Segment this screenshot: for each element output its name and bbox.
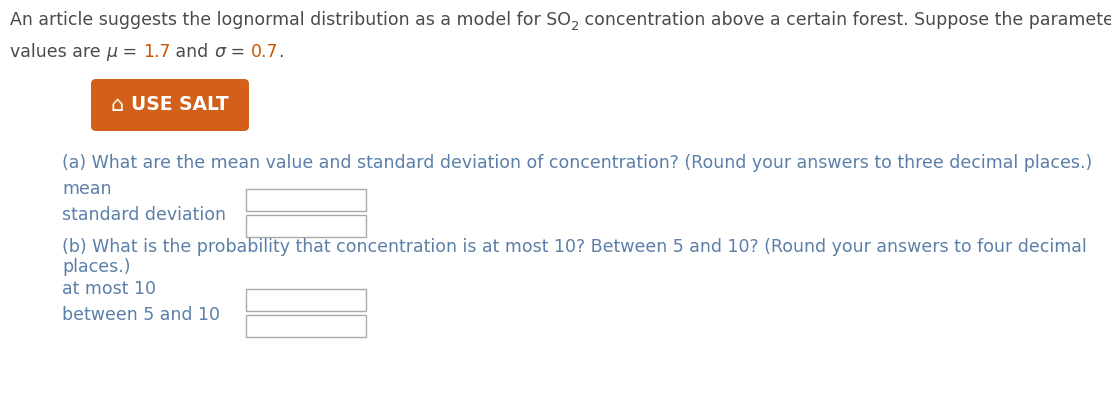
Text: USE SALT: USE SALT xyxy=(131,94,229,114)
Text: between 5 and 10: between 5 and 10 xyxy=(62,306,220,324)
Text: An article suggests the lognormal distribution as a model for SO: An article suggests the lognormal distri… xyxy=(10,11,571,29)
Text: values are: values are xyxy=(10,43,107,61)
FancyBboxPatch shape xyxy=(246,315,366,337)
Text: and: and xyxy=(170,43,214,61)
Text: =: = xyxy=(117,43,142,61)
Text: 2: 2 xyxy=(571,20,579,33)
FancyBboxPatch shape xyxy=(91,79,249,131)
FancyBboxPatch shape xyxy=(246,289,366,311)
Text: concentration above a certain forest. Suppose the parameter: concentration above a certain forest. Su… xyxy=(579,11,1111,29)
Text: .: . xyxy=(278,43,283,61)
Text: mean: mean xyxy=(62,180,111,198)
FancyBboxPatch shape xyxy=(246,189,366,211)
Text: at most 10: at most 10 xyxy=(62,280,156,298)
Text: standard deviation: standard deviation xyxy=(62,206,226,224)
Text: 1.7: 1.7 xyxy=(142,43,170,61)
FancyBboxPatch shape xyxy=(246,215,366,237)
Text: (b) What is the probability that concentration is at most 10? Between 5 and 10? : (b) What is the probability that concent… xyxy=(62,238,1087,256)
Text: 0.7: 0.7 xyxy=(251,43,278,61)
Text: ⌂: ⌂ xyxy=(110,95,123,115)
Text: (a) What are the mean value and standard deviation of concentration? (Round your: (a) What are the mean value and standard… xyxy=(62,154,1092,172)
Text: σ: σ xyxy=(214,43,226,61)
Text: =: = xyxy=(226,43,251,61)
Text: places.): places.) xyxy=(62,258,130,276)
Text: μ: μ xyxy=(107,43,117,61)
